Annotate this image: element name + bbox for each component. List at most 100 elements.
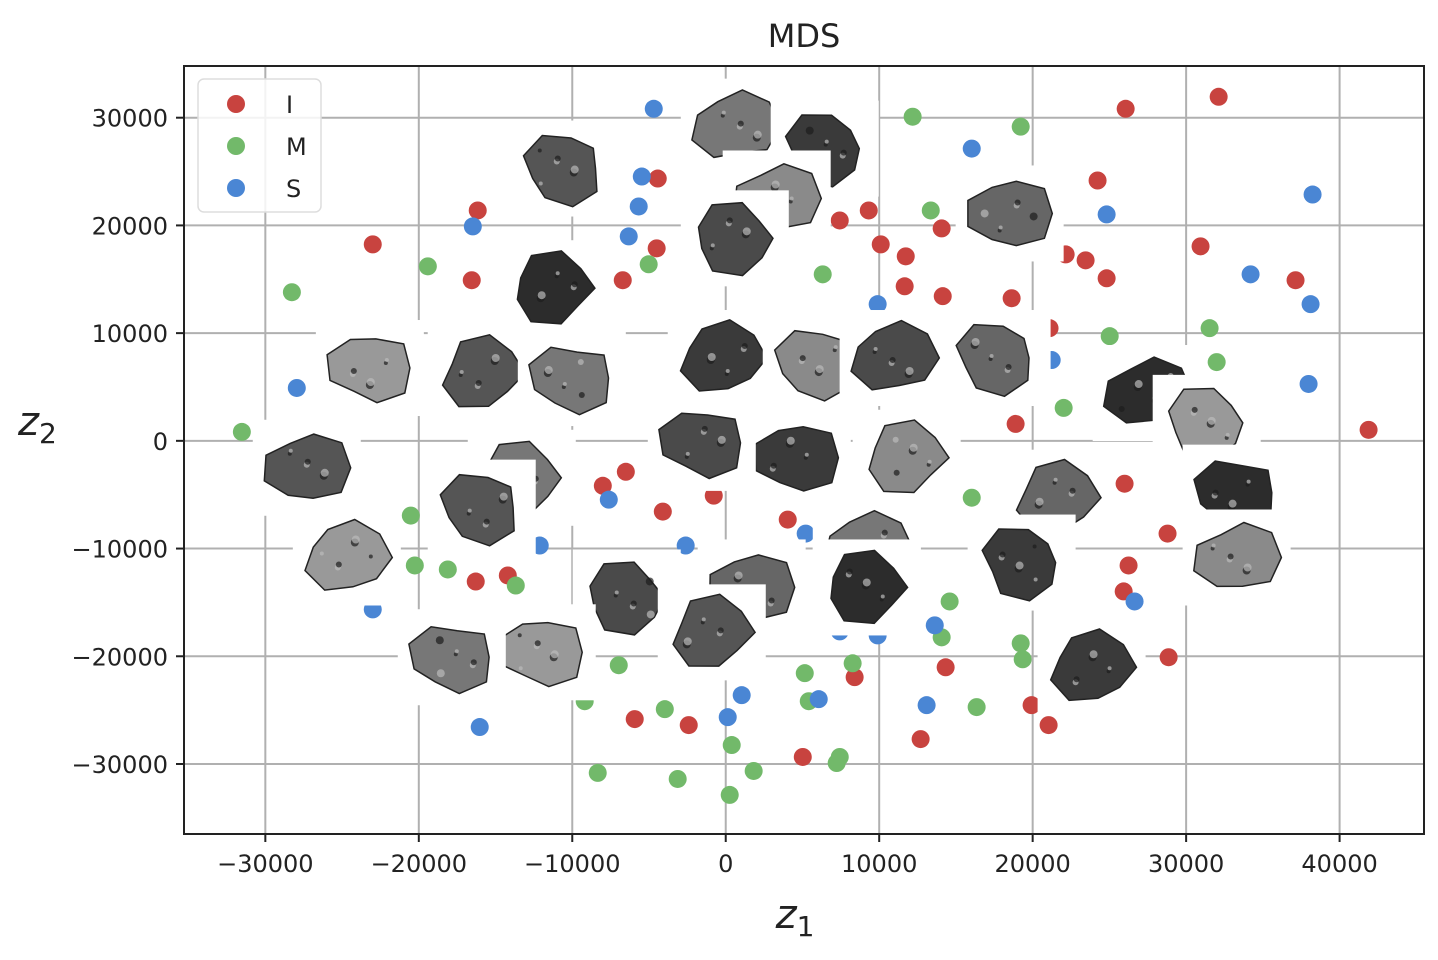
point-I (593, 476, 612, 495)
point-I (871, 235, 890, 254)
rock-texture (717, 627, 724, 634)
rock-texture (1005, 364, 1012, 371)
rock-texture (571, 281, 578, 288)
rock-thumbnail (647, 394, 756, 491)
point-I (1002, 289, 1021, 308)
rock-thumbnail (252, 419, 361, 516)
point-S (463, 217, 482, 236)
rock-texture (1029, 212, 1038, 221)
rock-texture (840, 149, 847, 156)
point-I (625, 710, 644, 729)
point-S (917, 696, 936, 715)
point-S (1301, 295, 1320, 314)
rock-texture (799, 355, 806, 362)
point-M (744, 761, 763, 780)
point-I (468, 201, 487, 220)
rock-texture (1014, 199, 1021, 206)
rock-texture (815, 365, 824, 374)
rock-texture (1089, 650, 1098, 659)
rock-texture (350, 368, 357, 375)
rock-texture (905, 367, 914, 376)
rock-texture (645, 577, 654, 586)
rock-image (516, 250, 596, 325)
rock-texture (1134, 380, 1143, 389)
y-tick-label: −20000 (72, 643, 168, 671)
rock-image (304, 518, 394, 591)
rock-texture (880, 594, 885, 599)
rock-texture (999, 551, 1006, 558)
image-thumbnails (252, 78, 1291, 716)
point-M (1054, 398, 1073, 417)
rock-image (967, 180, 1054, 247)
point-M (588, 763, 607, 782)
legend-label-M: M (286, 133, 307, 161)
point-I (1022, 696, 1041, 715)
point-I (462, 271, 481, 290)
rock-texture (304, 458, 311, 465)
point-M (962, 488, 981, 507)
rock-thumbnail (1037, 619, 1146, 716)
rock-texture (1073, 676, 1080, 683)
rock-thumbnail (942, 310, 1051, 407)
rock-thumbnail (427, 459, 536, 556)
point-I (1097, 269, 1116, 288)
rock-thumbnail (397, 609, 506, 706)
rock-texture (1228, 499, 1237, 508)
point-M (1100, 327, 1119, 346)
rock-thumbnail (510, 120, 619, 217)
y-axis-label-z: z (17, 399, 40, 445)
y-tick-label: 0 (153, 428, 168, 456)
point-S (629, 197, 648, 216)
point-I (613, 271, 632, 290)
rock-texture (753, 130, 762, 139)
rock-image (850, 319, 941, 391)
point-I (1158, 524, 1177, 543)
point-M (1011, 634, 1030, 653)
rock-texture (971, 338, 980, 347)
point-I (653, 502, 672, 521)
point-I (1159, 648, 1178, 667)
rock-texture (768, 597, 775, 604)
rock-texture (873, 347, 878, 352)
point-I (1119, 556, 1138, 575)
point-I (679, 716, 698, 735)
rock-texture (384, 358, 389, 363)
legend-box (197, 78, 322, 213)
point-S (962, 139, 981, 158)
legend-marker-M (227, 137, 245, 155)
point-M (1013, 650, 1032, 669)
point-I (830, 211, 849, 230)
point-S (809, 690, 828, 709)
rock-texture (288, 448, 293, 453)
point-M (438, 560, 457, 579)
rock-texture (833, 345, 838, 350)
legend-label-S: S (286, 175, 301, 203)
point-I (1006, 414, 1025, 433)
rock-thumbnail (517, 330, 626, 427)
rock-thumbnail (967, 514, 1076, 611)
rock-texture (710, 243, 715, 248)
rock-texture (889, 357, 896, 364)
rock-texture (1246, 479, 1251, 484)
rock-image (679, 318, 768, 392)
point-I (911, 730, 930, 749)
point-M (940, 592, 959, 611)
rock-texture (470, 659, 477, 666)
point-M (903, 107, 922, 126)
rock-texture (578, 392, 585, 399)
y-axis-ticks: −30000 −20000 −10000 0 10000 20000 30000 (72, 105, 184, 779)
rock-texture (1207, 416, 1216, 425)
point-M (795, 664, 814, 683)
rock-thumbnail (1182, 509, 1291, 606)
rock-texture (893, 469, 900, 476)
rock-texture (1033, 577, 1038, 582)
point-I (1076, 251, 1095, 270)
x-tick-label: −30000 (217, 850, 313, 878)
y-tick-label: 30000 (92, 105, 168, 133)
x-axis-label: z1 (775, 892, 815, 943)
point-M (232, 422, 251, 441)
rock-texture (435, 636, 444, 645)
rock-texture (466, 511, 471, 516)
point-M (639, 255, 658, 274)
rock-texture (734, 571, 743, 580)
